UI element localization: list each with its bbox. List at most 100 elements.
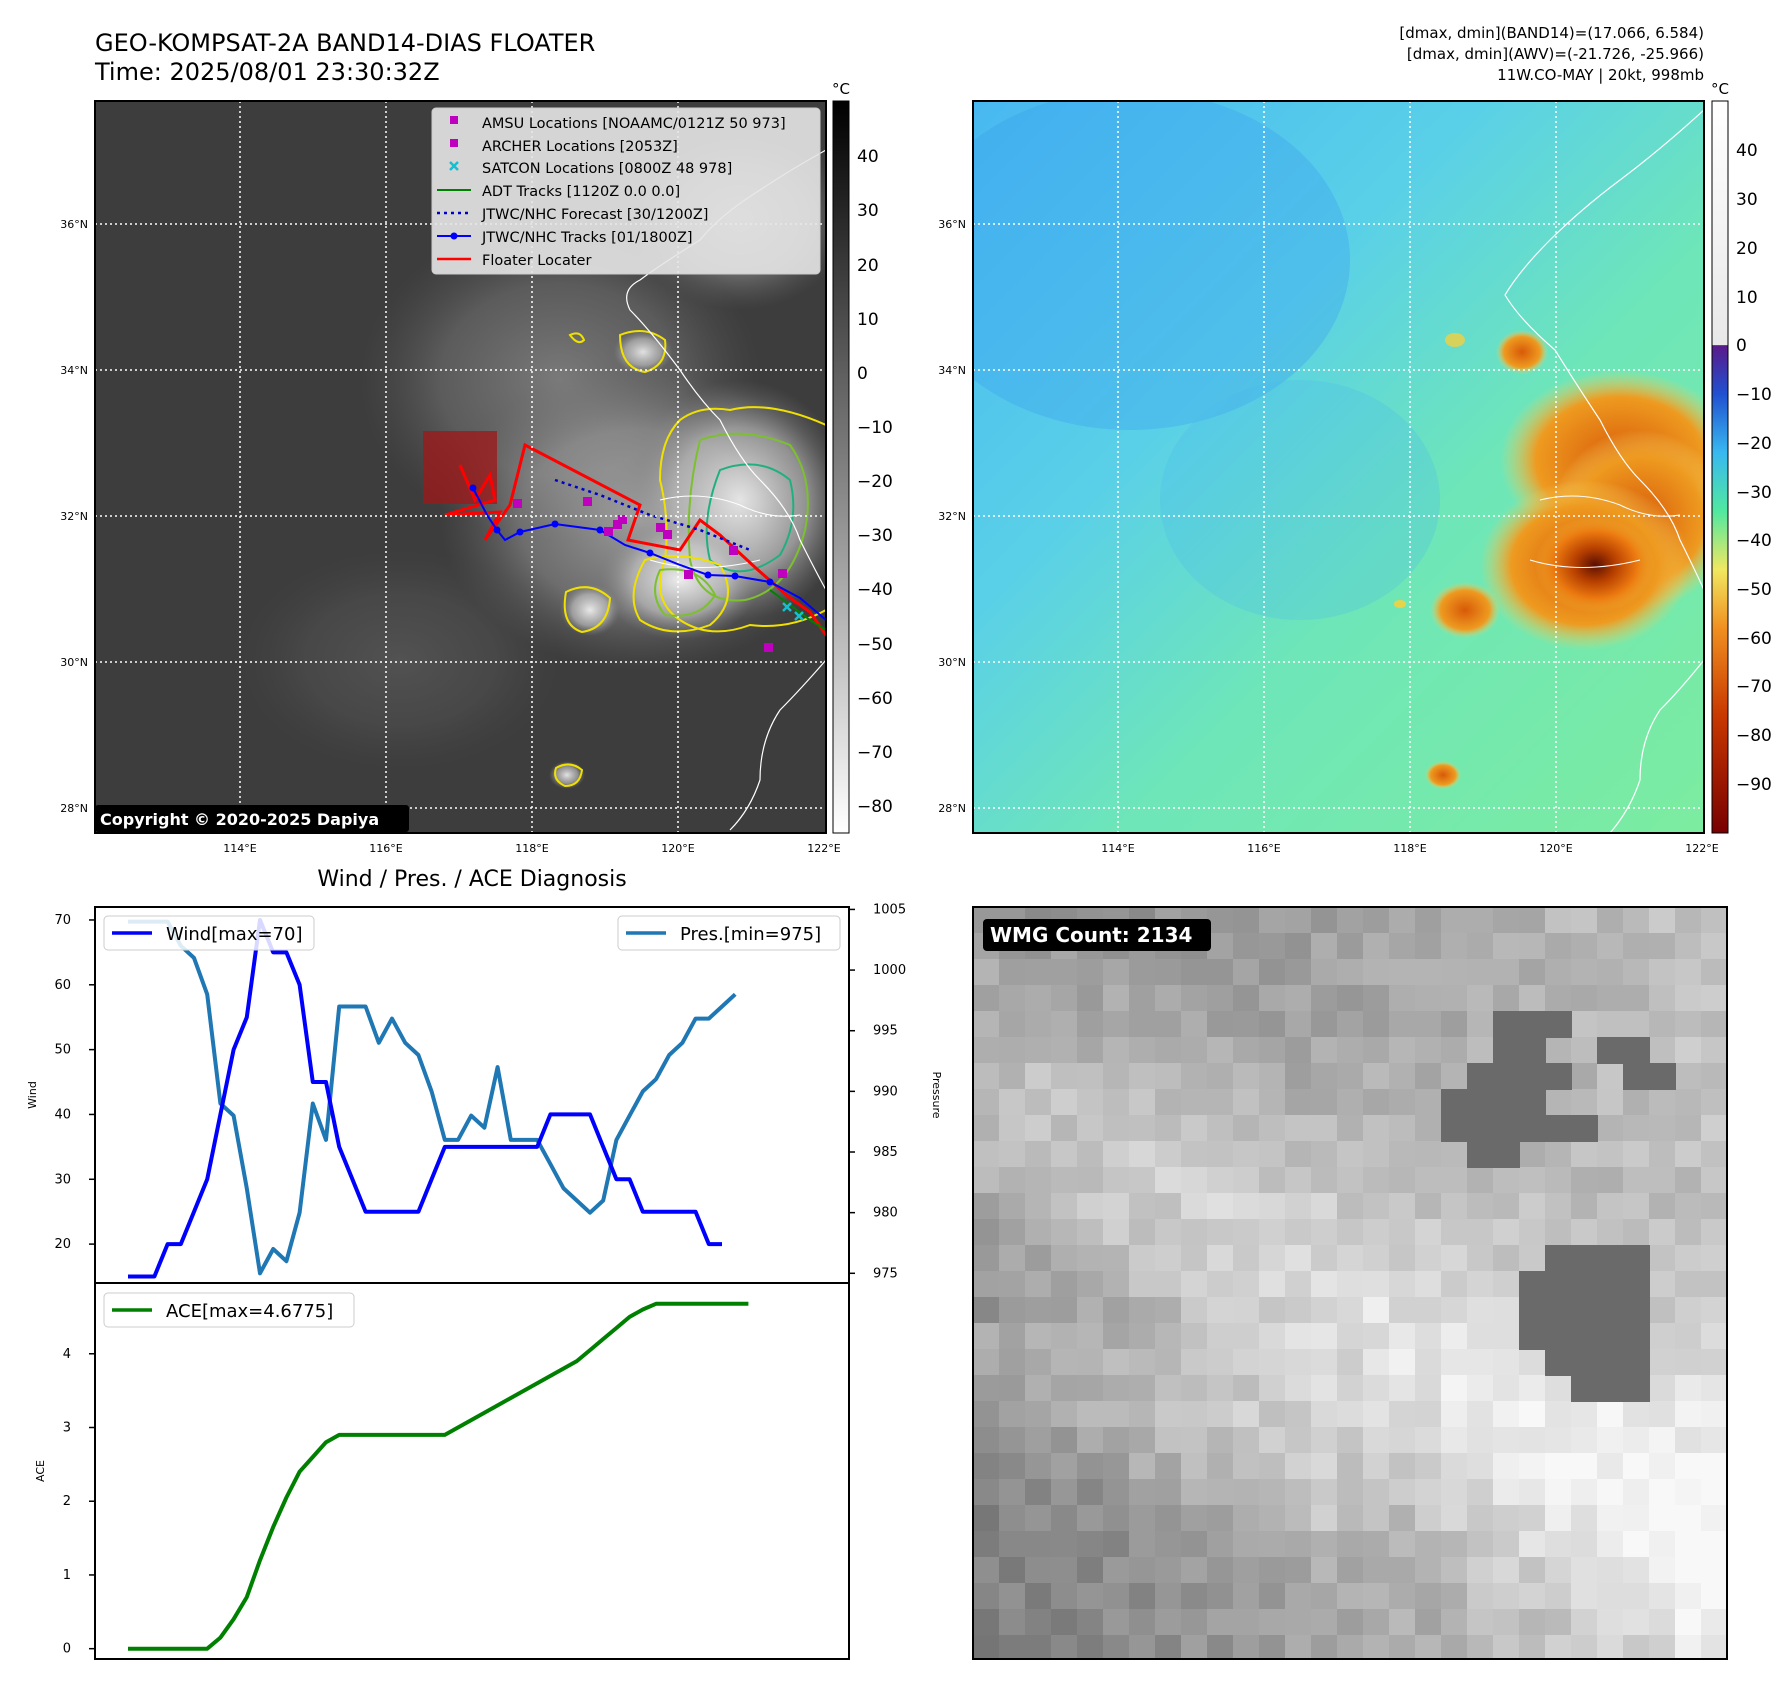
wmg-pixel [1363, 1193, 1390, 1220]
wmg-pixel [1311, 1375, 1338, 1402]
wmg-pixel [1389, 1219, 1416, 1246]
wmg-pixel [1649, 1167, 1676, 1194]
wmg-pixel [1233, 1375, 1260, 1402]
wmg-pixel [1493, 1427, 1520, 1454]
wmg-pixel [1077, 1193, 1104, 1220]
ir-lon-label: 120°E [661, 842, 694, 855]
wmg-pixel [999, 1609, 1026, 1636]
wmg-pixel [1389, 1115, 1416, 1142]
wmg-pixel [1181, 1089, 1208, 1116]
wmg-pixel [1259, 1531, 1286, 1558]
pressure-tick-label: 980 [873, 1206, 898, 1221]
wmg-pixel [1727, 1349, 1754, 1376]
wmg-cold-pixel [1623, 1375, 1650, 1402]
wmg-pixel [1701, 1583, 1727, 1610]
wmg-cold-pixel [1545, 1063, 1572, 1090]
wmg-pixel [1077, 1323, 1104, 1350]
wmg-pixel [1571, 1167, 1598, 1194]
wmg-pixel [1077, 1583, 1104, 1610]
wmg-pixel [1519, 1453, 1546, 1480]
wmg-pixel [999, 1089, 1026, 1116]
ir-colorbar-tick: −20 [857, 472, 893, 492]
wmg-pixel [1675, 1141, 1702, 1168]
wmg-pixel [1675, 1011, 1702, 1038]
wmg-pixel [1311, 1193, 1338, 1220]
wmg-pixel [1233, 1193, 1260, 1220]
wmg-cold-pixel [1623, 1271, 1650, 1298]
wmg-pixel [1389, 1193, 1416, 1220]
wmg-pixel [1285, 1219, 1312, 1246]
wmg-pixel [1311, 1297, 1338, 1324]
wmg-pixel [1311, 1583, 1338, 1610]
wmg-pixel [1597, 907, 1624, 934]
wmg-pixel [973, 1141, 1000, 1168]
ir-lat-label: 34°N [60, 364, 88, 377]
wmg-pixel [1051, 1323, 1078, 1350]
wmg-pixel [999, 1557, 1026, 1584]
wmg-pixel [973, 1063, 1000, 1090]
wmg-pixel [1259, 1557, 1286, 1584]
wmg-pixel [1233, 1427, 1260, 1454]
wmg-pixel [1727, 1401, 1754, 1428]
wmg-pixel [1545, 985, 1572, 1012]
wmg-pixel [1285, 907, 1312, 934]
pressure-tick-label: 1005 [873, 902, 906, 917]
wmg-pixel [1025, 1505, 1052, 1532]
wmg-pixel [1415, 1427, 1442, 1454]
wmg-pixel [1467, 1661, 1494, 1688]
wmg-pixel [1389, 1037, 1416, 1064]
wmg-pixel [1077, 1453, 1104, 1480]
wmg-pixel [1181, 1297, 1208, 1324]
wmg-pixel [1051, 1635, 1078, 1659]
wmg-pixel [1103, 1375, 1130, 1402]
wmg-pixel [1571, 1219, 1598, 1246]
wmg-pixel [1311, 1167, 1338, 1194]
wmg-pixel [1623, 1011, 1650, 1038]
wmg-pixel [1285, 1089, 1312, 1116]
wmg-pixel [1233, 1635, 1260, 1659]
wmg-pixel [1415, 1245, 1442, 1272]
wmg-pixel [1155, 1479, 1182, 1506]
wmg-pixel [1597, 1583, 1624, 1610]
wmg-pixel [1493, 1505, 1520, 1532]
wmg-pixel [1441, 1037, 1468, 1064]
wmg-cold-pixel [1597, 1349, 1624, 1376]
wmg-pixel [1649, 1453, 1676, 1480]
awv-colorbar-tick: −50 [1736, 580, 1772, 600]
wmg-pixel [1077, 1141, 1104, 1168]
wmg-pixel [1259, 1349, 1286, 1376]
wmg-pixel [1415, 1453, 1442, 1480]
awv-colorbar-tick: −40 [1736, 531, 1772, 551]
wmg-pixel [1701, 1167, 1727, 1194]
wmg-pixel [1207, 1557, 1234, 1584]
wmg-pixel [1129, 1245, 1156, 1272]
pressure-tick-label: 995 [873, 1024, 898, 1039]
wmg-pixel [1259, 933, 1286, 960]
wmg-pixel [1207, 1531, 1234, 1558]
pressure-tick-label: 985 [873, 1145, 898, 1160]
wmg-pixel [1389, 1401, 1416, 1428]
wmg-cold-pixel [1467, 1063, 1494, 1090]
wmg-pixel [1025, 985, 1052, 1012]
wmg-pixel [1441, 959, 1468, 986]
wmg-pixel [1675, 1271, 1702, 1298]
wmg-pixel [1311, 907, 1338, 934]
awv-colorbar-tick: −20 [1736, 434, 1772, 454]
wmg-pixel [1285, 1245, 1312, 1272]
wmg-pixel [1181, 1037, 1208, 1064]
wmg-pixel [1597, 985, 1624, 1012]
wmg-cold-pixel [1467, 1115, 1494, 1142]
wmg-pixel [1077, 1167, 1104, 1194]
wmg-pixel [1207, 985, 1234, 1012]
wmg-pixel [1311, 1089, 1338, 1116]
wmg-pixel [1077, 1037, 1104, 1064]
wmg-pixel [1207, 1011, 1234, 1038]
wmg-pixel [1025, 1531, 1052, 1558]
wmg-pixel [1701, 1297, 1727, 1324]
wmg-pixel [1623, 1115, 1650, 1142]
wmg-pixel [1051, 1609, 1078, 1636]
wmg-pixel [973, 1349, 1000, 1376]
wmg-pixel [1077, 1245, 1104, 1272]
wmg-pixel [1025, 1219, 1052, 1246]
